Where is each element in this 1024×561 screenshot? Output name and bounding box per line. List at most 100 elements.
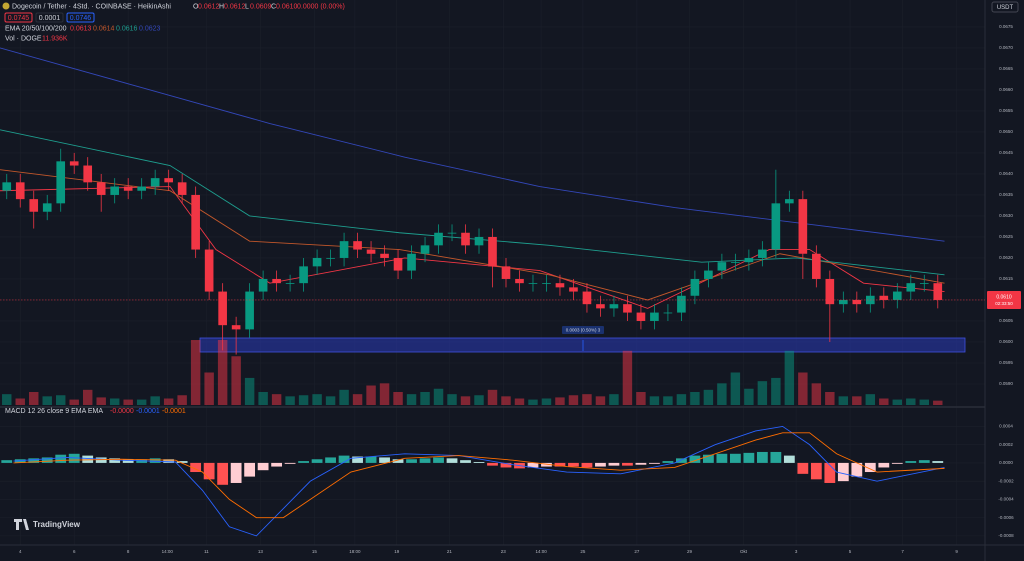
volume-bar [15,398,25,405]
volume-bar [784,350,795,405]
macd-histogram-bar [702,454,714,463]
candle-body [879,295,889,300]
macd-histogram-bar [176,461,188,463]
volume-bar [298,395,309,405]
y-tick-label: 0.0615 [999,276,1013,281]
volume-bar [798,372,808,405]
y-tick-label: 0.0605 [999,318,1013,323]
candle-body [609,304,619,309]
y-tick-label: 0.0625 [999,234,1013,239]
ohlc-legend: O 0.0612 H 0.0612 L 0.0609 C 0.0610 0.0000 (0.00… [193,3,345,10]
macd-histogram-bar [352,456,363,463]
volume-bar [636,392,646,405]
macd-histogram-bar [918,460,930,463]
volume-bar [352,394,363,405]
macd-histogram-bar [149,458,161,463]
candle-body [137,186,146,191]
macd-legend-values: -0.0000 -0.0001 -0.0001 [110,408,186,415]
ema-legend-label: EMA 20/50/100/200 [5,25,67,32]
volume-bar [474,395,484,405]
y-tick-label: 0.0655 [999,108,1013,113]
macd-histogram-bar [676,458,687,463]
volume-bar [717,383,727,405]
macd-histogram-bar [284,462,296,464]
order-box[interactable] [4,12,33,23]
candle-body [839,299,848,305]
candle-body [636,312,646,321]
y-tick-label: 0.0660 [999,87,1013,92]
y-tick-label: 0.0665 [999,66,1013,71]
order-box-label: 0.0746 [70,15,92,22]
macd-histogram-bar [379,457,390,463]
volume-bar [852,396,862,405]
ema-legend-value: 0.0613 [70,25,92,32]
macd-legend-value: -0.0001 [162,408,186,415]
candle-body [164,178,173,183]
volume-bar [433,388,444,405]
y-tick-label: 0.0635 [999,192,1013,197]
y-tick-label: 0.0670 [999,45,1013,50]
macd-legend-label: MACD 12 26 close 9 EMA EMA [5,408,103,415]
ohlc-key: C [271,3,276,10]
order-box[interactable] [66,12,95,23]
candle-body [677,295,686,313]
macd-histogram-bar [891,462,903,464]
currency-label[interactable]: USDT [997,5,1014,11]
y2-tick-label: 0.0000 [999,460,1013,465]
candle-body [231,325,241,330]
y-tick-label: 0.0595 [999,360,1013,365]
candle-body [663,312,673,314]
x-tick-label: 29 [687,549,693,554]
volume-bar [393,392,403,405]
macd-histogram-bar [689,455,701,463]
candle-body [353,241,362,250]
volume-bar [933,400,943,405]
candle-body [569,287,578,292]
last-price-label: 0.0610 [996,294,1012,300]
candle-body [825,278,835,305]
chart-title: Dogecoin / Tether · 4Std. · COINBASE · H… [12,3,171,10]
volume-bar [568,395,579,405]
ohlc-key: O [193,3,199,10]
x-tick-label: 6 [73,549,76,554]
candle-body [852,299,862,305]
macd-histogram-bar [649,462,660,464]
candle-body [596,304,605,309]
macd-histogram-bar [82,455,94,463]
macd-histogram-bar [406,459,417,463]
volume-bar [163,398,174,405]
x-tick-label: 5 [849,549,852,554]
candle-body [299,266,308,284]
y-tick-label: 0.0645 [999,150,1013,155]
x-tick-label: 25 [580,549,586,554]
macd-histogram-bar [433,457,444,463]
macd-histogram-bar [14,459,26,463]
ohlc-key: L [245,3,249,10]
volume-bar [312,394,322,405]
macd-histogram-bar [622,462,633,466]
macd-histogram-bar [122,459,134,463]
last-price-box [987,290,1021,309]
volume-bar [339,389,349,405]
volume-bar [204,372,214,405]
macd-histogram-bar [28,458,40,463]
currency-button[interactable] [991,1,1019,13]
candle-body [690,278,700,296]
volume-bar [420,392,430,405]
signal-line [13,432,945,519]
volume-bar [379,383,390,405]
candle-body [515,278,524,284]
volume-bar [865,394,876,405]
volume-bar [825,392,835,405]
candle-body [393,257,403,271]
macd-histogram-bar [446,458,458,463]
macd-histogram-bar [41,457,53,463]
order-box[interactable] [35,12,64,23]
measure-label: 0.0003 (0.50%) 3 [566,328,601,333]
macd-histogram-bar [527,462,539,468]
y2-tick-label: -0.0006 [998,515,1014,520]
x-tick-label: 15 [312,549,318,554]
ema-line [0,186,945,309]
candle-body [245,291,254,330]
macd-histogram-bar [271,462,283,467]
